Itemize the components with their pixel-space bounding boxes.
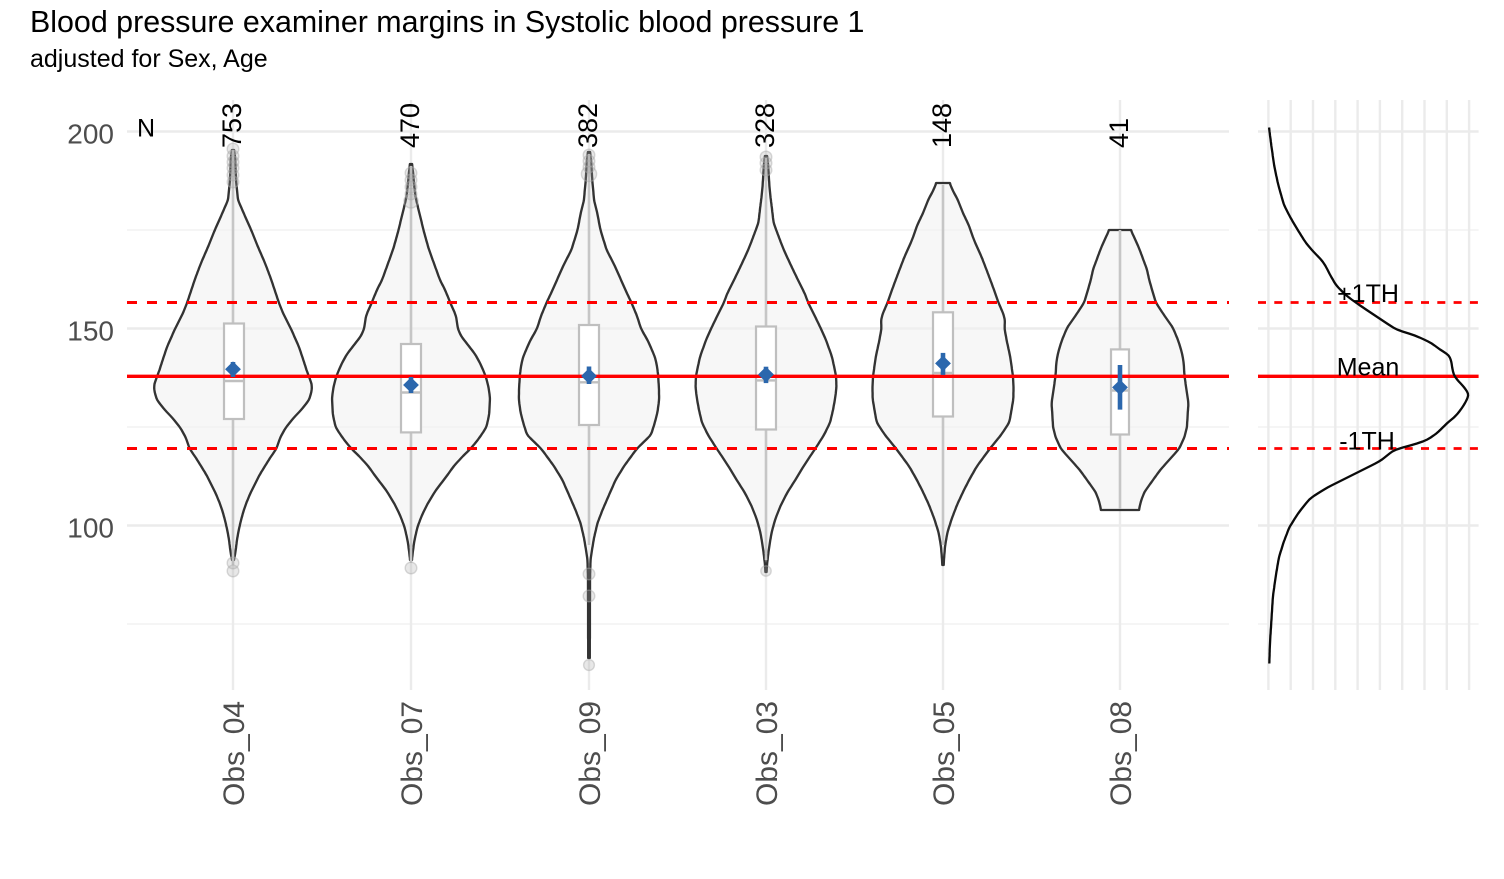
svg-text:adjusted for Sex, Age: adjusted for Sex, Age [30, 45, 268, 73]
svg-text:470: 470 [395, 103, 425, 148]
svg-text:148: 148 [927, 103, 957, 148]
svg-text:200: 200 [67, 119, 114, 150]
svg-text:-1TH: -1TH [1339, 428, 1395, 456]
svg-text:Blood pressure examiner margin: Blood pressure examiner margins in Systo… [30, 5, 864, 39]
svg-text:N: N [137, 115, 155, 143]
svg-text:100: 100 [67, 513, 114, 544]
svg-text:Obs_07: Obs_07 [396, 701, 429, 806]
svg-text:328: 328 [750, 103, 780, 148]
svg-text:Obs_03: Obs_03 [751, 701, 784, 806]
svg-text:Obs_05: Obs_05 [928, 701, 961, 806]
svg-text:Obs_09: Obs_09 [574, 701, 607, 806]
svg-text:753: 753 [217, 103, 247, 148]
svg-text:41: 41 [1104, 118, 1134, 148]
svg-text:Obs_08: Obs_08 [1105, 701, 1138, 806]
svg-text:382: 382 [573, 103, 603, 148]
svg-text:Mean: Mean [1337, 353, 1400, 381]
svg-text:Obs_04: Obs_04 [218, 701, 251, 806]
svg-text:150: 150 [67, 316, 114, 347]
svg-text:+1TH: +1TH [1337, 280, 1399, 308]
